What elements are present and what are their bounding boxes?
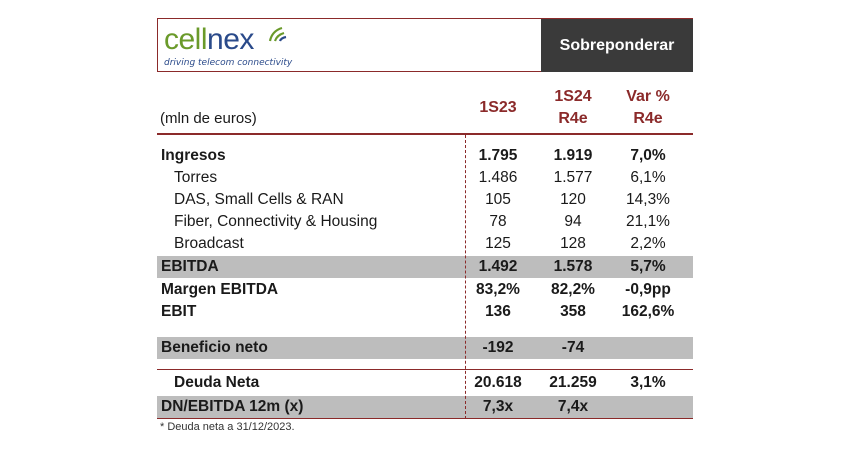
table-row-ebit: EBIT 136 358 162,6% [161, 303, 675, 320]
column-header-1s23: 1S23 [479, 99, 517, 116]
table-row-das: DAS, Small Cells & RAN 105 120 14,3% [174, 191, 670, 208]
logo-tagline: driving telecom connectivity [164, 58, 293, 68]
table-row-broadcast: Broadcast 125 128 2,2% [174, 235, 666, 252]
table-row-torres: Torres 1.486 1.577 6,1% [174, 169, 666, 186]
table-bottom-rule [157, 418, 693, 419]
table-row-ebitda: EBITDA 1.492 1.578 5,7% [157, 256, 693, 278]
column-header-1s24: 1S24 R4e [554, 88, 592, 127]
section-divider [157, 369, 693, 370]
cellnex-logo: cellnex driving telecom connectivity [162, 21, 302, 71]
table-row-ingresos: Ingresos 1.795 1.919 7,0% [161, 147, 666, 164]
column-header-var: Var % R4e [626, 88, 670, 127]
table-row-margen-ebitda: Margen EBITDA 83,2% 82,2% -0,9pp [161, 281, 671, 298]
column-divider-dashed [465, 135, 466, 419]
table-row-fiber: Fiber, Connectivity & Housing 78 94 21,1… [174, 213, 670, 230]
header-card: cellnex driving telecom connectivity Sob… [157, 18, 693, 72]
rating-badge: Sobreponderar [541, 19, 693, 72]
footnote: * Deuda neta a 31/12/2023. [160, 421, 295, 433]
table-row-beneficio-neto: Beneficio neto -192 -74 [157, 337, 693, 359]
table-row-deuda-neta: Deuda Neta 20.618 21.259 3,1% [174, 374, 666, 391]
table-row-dn-ebitda: DN/EBITDA 12m (x) 7,3x 7,4x [157, 396, 693, 418]
units-label: (mln de euros) [160, 110, 257, 127]
logo-wordmark: cellnex [164, 23, 254, 56]
header-rule [157, 133, 693, 135]
signal-arc-icon [268, 26, 287, 42]
